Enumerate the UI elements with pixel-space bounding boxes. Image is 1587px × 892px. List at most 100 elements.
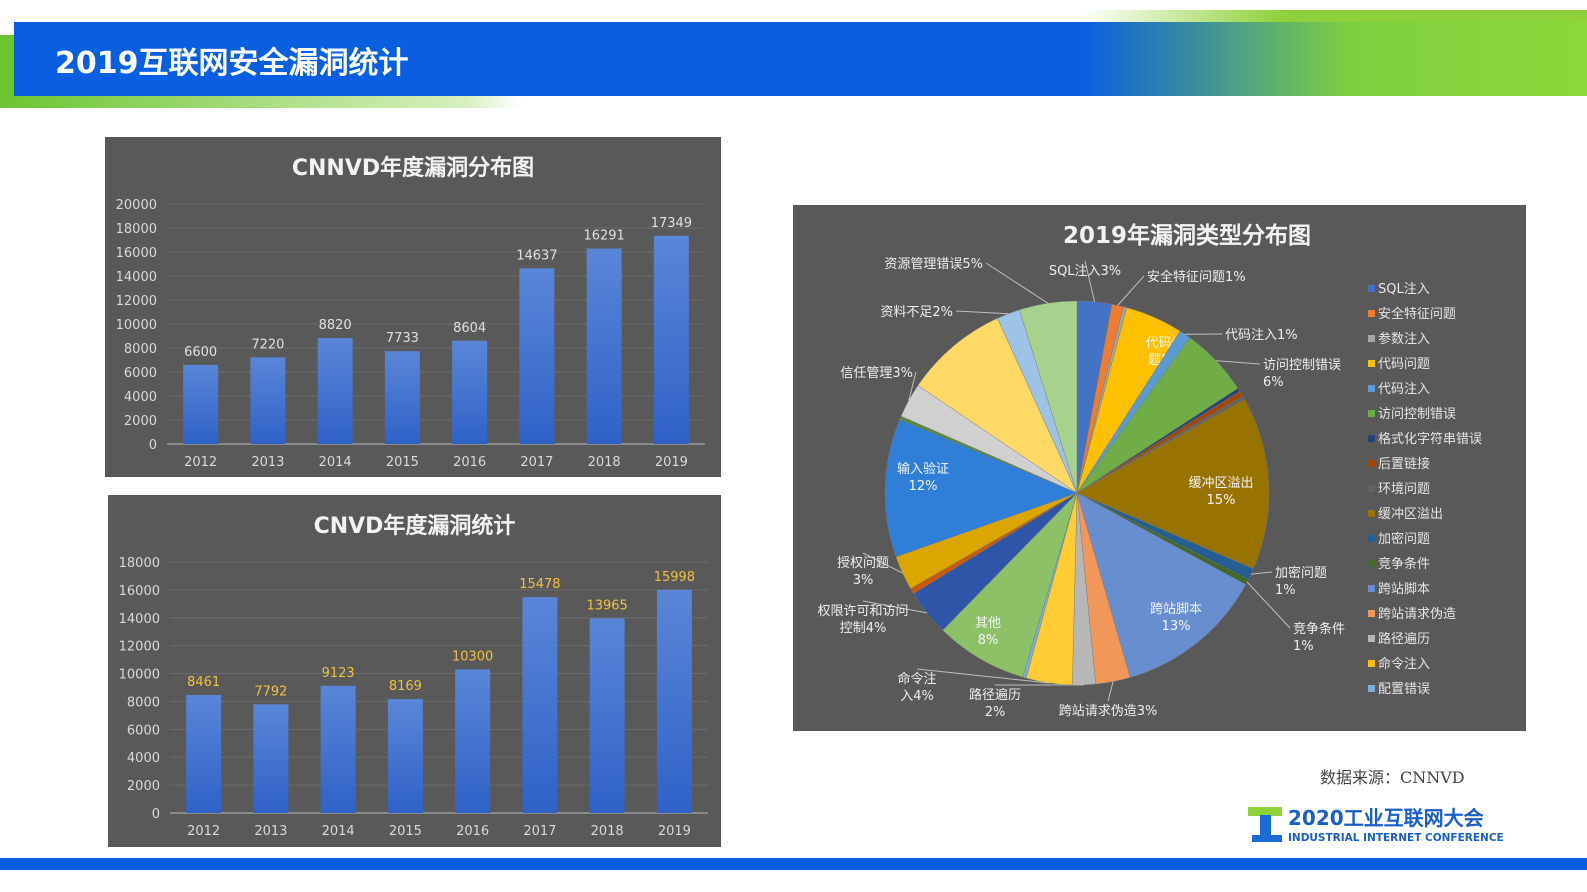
data-label: 7792 — [254, 684, 287, 699]
cnnvd-bar-chart: CNNVD年度漏洞分布图 0 2000 4000 6000 8000 10000 12000 1… — [116, 155, 705, 470]
x-tick-label: 2014 — [322, 824, 355, 839]
y-tick-label: 4000 — [127, 751, 160, 766]
bar — [183, 364, 219, 444]
leader-line — [1246, 581, 1291, 629]
y-tick-label: 18000 — [116, 222, 157, 237]
legend-item: 命令注入 — [1378, 656, 1430, 672]
legend-swatch — [1368, 660, 1375, 667]
page-title: 2019互联网安全漏洞统计 — [55, 46, 409, 81]
slice-label-line: 访问控制错误 — [1263, 358, 1341, 373]
slice-label: 其他 8% — [975, 616, 1001, 648]
logo-mark-base — [1252, 835, 1282, 842]
pie-slice — [884, 419, 1078, 558]
slice-label-line: 15% — [1207, 493, 1236, 508]
legend-swatch — [1368, 410, 1375, 417]
legend-item: 跨站请求伪造 — [1378, 607, 1456, 622]
logo-mark-stem — [1260, 815, 1271, 837]
legend-swatch — [1368, 485, 1375, 492]
pie-slice — [1019, 300, 1078, 494]
slice-label-line: 12% — [909, 479, 938, 494]
slice-label: 加密问题 1% — [1275, 565, 1327, 598]
pie-chart-panel: 2019年漏洞类型分布图SQL注入3%安全特征问题1%代码问题5%代码注入1%访… — [793, 205, 1526, 731]
data-label: 8169 — [389, 679, 422, 694]
slice-label: 访问控制错误 6% — [1263, 358, 1341, 390]
bar — [653, 235, 689, 444]
y-tick-label: 0 — [149, 438, 157, 453]
legend-item: 配置错误 — [1378, 682, 1430, 697]
slice-label-line: 6% — [1263, 375, 1284, 390]
leader-line — [862, 600, 928, 614]
slice-label-line: 跨站脚本 — [1150, 601, 1202, 617]
slice-label-line: 授权问题 — [837, 555, 889, 571]
data-label: 8820 — [319, 318, 352, 333]
legend-item: 加密问题 — [1378, 531, 1430, 547]
x-tick-label: 2016 — [453, 455, 486, 470]
legend-item: 缓冲区溢出 — [1378, 507, 1443, 522]
y-tick-label: 6000 — [124, 366, 157, 381]
legend-swatch — [1368, 560, 1375, 567]
legend-swatch — [1368, 685, 1375, 692]
logo-mark-top — [1248, 807, 1282, 816]
data-label: 13965 — [586, 598, 627, 613]
cnvd-bar-chart: CNVD年度漏洞统计 0 2000 4000 6000 8000 10000 12000 140… — [119, 513, 708, 839]
data-label: 15478 — [519, 577, 560, 592]
legend-item: 参数注入 — [1378, 331, 1430, 347]
bar — [384, 351, 420, 444]
bottom-bar — [0, 858, 1587, 870]
left-accent — [0, 35, 14, 108]
logo-text-en: INDUSTRIAL INTERNET CONFERENCE — [1288, 832, 1504, 844]
slice-label-line: 命令注 — [897, 671, 936, 687]
legend-swatch — [1368, 535, 1375, 542]
x-tick-label: 2013 — [251, 455, 284, 470]
bar — [320, 685, 356, 813]
bar — [452, 340, 488, 444]
legend-swatch — [1368, 435, 1375, 442]
bar — [253, 704, 289, 813]
slice-label: 权限许可和访问控制4% — [817, 603, 908, 636]
x-tick-label: 2018 — [591, 824, 624, 839]
cnnvd-chart-panel: CNNVD年度漏洞分布图 0 2000 4000 6000 8000 10000 12000 1… — [105, 137, 721, 477]
chart-title: 2019年漏洞类型分布图 — [1063, 222, 1311, 249]
bar — [656, 589, 692, 813]
cnvd-chart-panel: CNVD年度漏洞统计 0 2000 4000 6000 8000 10000 12000 140… — [108, 495, 721, 847]
leader-line — [1107, 681, 1114, 702]
x-tick-label: 2013 — [254, 824, 287, 839]
x-tick-label: 2015 — [389, 824, 422, 839]
x-tick-label: 2012 — [187, 824, 220, 839]
legend-swatch — [1368, 585, 1375, 592]
data-label: 9123 — [322, 666, 355, 681]
slice-label: SQL注入3% — [1049, 264, 1121, 279]
legend-swatch — [1368, 635, 1375, 642]
y-tick-label: 6000 — [127, 723, 160, 738]
legend-swatch — [1368, 385, 1375, 392]
y-tick-label: 14000 — [119, 612, 160, 627]
x-tick-label: 2014 — [319, 455, 352, 470]
legend-swatch — [1368, 285, 1375, 292]
slice-label-line: 8% — [978, 633, 999, 648]
slice-label-line: 13% — [1162, 619, 1191, 634]
legend-item: 环境问题 — [1378, 482, 1430, 497]
y-tick-label: 16000 — [119, 584, 160, 599]
y-tick-label: 8000 — [127, 695, 160, 710]
slice-label-line: 1% — [1293, 639, 1314, 654]
pie-slice — [1076, 492, 1247, 678]
legend-swatch — [1368, 510, 1375, 517]
slice-label-line: 竞争条件 — [1293, 621, 1345, 637]
slice-label: 信任管理3% — [840, 366, 913, 381]
bar — [519, 268, 555, 444]
bar — [317, 338, 353, 444]
pie-slice — [942, 492, 1078, 678]
chart-title: CNNVD年度漏洞分布图 — [292, 155, 534, 181]
y-tick-label: 2000 — [127, 779, 160, 794]
x-tick-label: 2017 — [520, 455, 553, 470]
data-label: 8604 — [453, 321, 486, 336]
data-label: 6600 — [184, 345, 217, 360]
legend-item: 路径遍历 — [1378, 631, 1430, 647]
leader-line — [955, 310, 1009, 315]
y-tick-label: 20000 — [116, 198, 157, 213]
slice-label: 竞争条件 1% — [1293, 621, 1345, 654]
legend-item: 代码问题 — [1378, 357, 1430, 372]
slice-label: 输入验证 12% — [897, 461, 949, 494]
leader-line — [1117, 275, 1145, 306]
legend-item: 竞争条件 — [1378, 556, 1430, 572]
